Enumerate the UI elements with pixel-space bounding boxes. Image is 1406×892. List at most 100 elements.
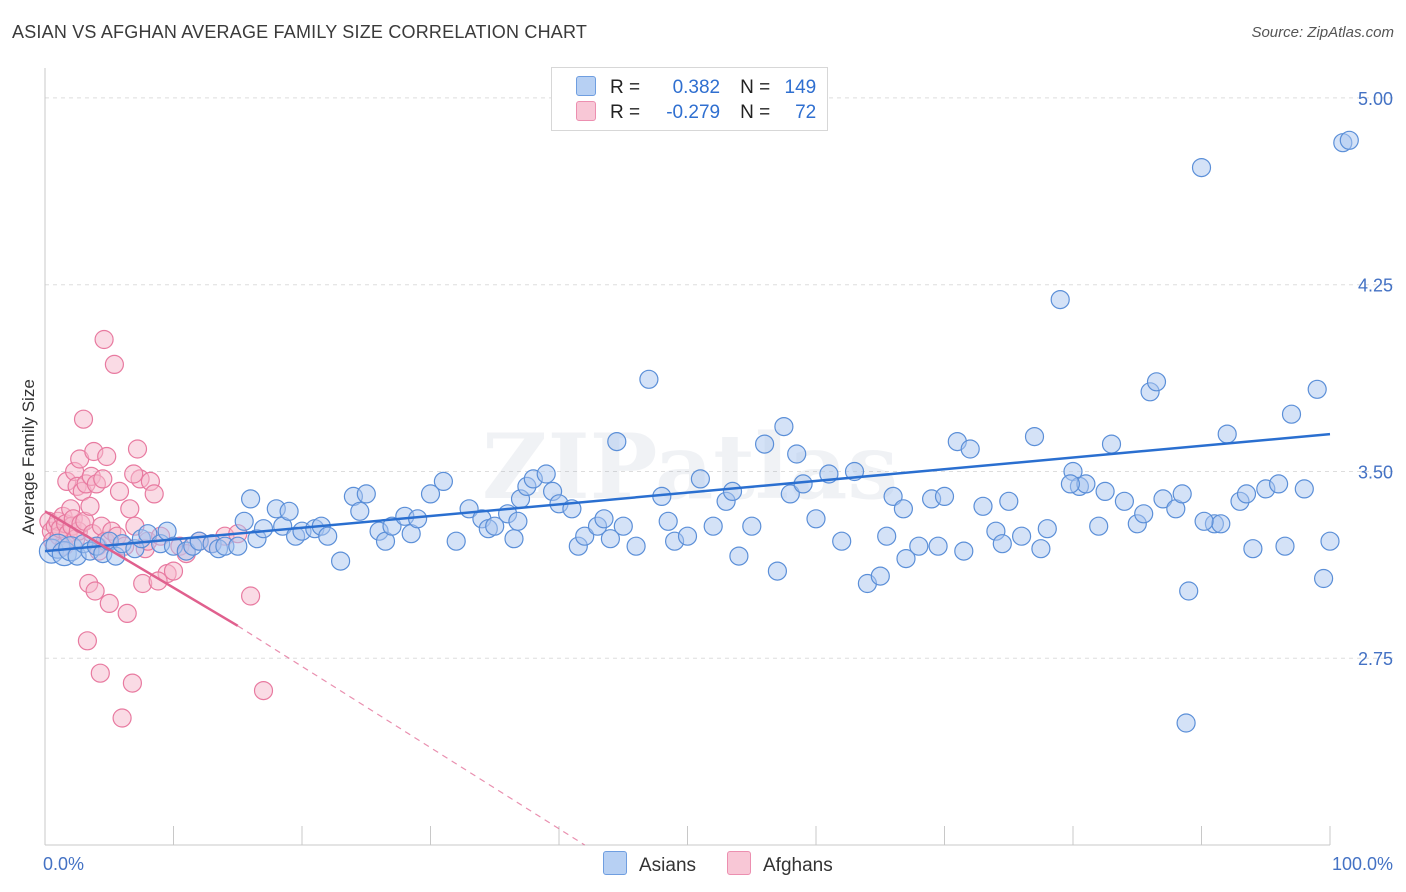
- asian-point: [877, 526, 897, 546]
- asian-swatch: [576, 76, 596, 96]
- asian-point: [1101, 434, 1122, 454]
- afghan-r-label: R =: [610, 102, 641, 123]
- asian-point: [893, 499, 914, 519]
- gridlines: [45, 97, 1393, 659]
- asian-point: [1172, 484, 1192, 504]
- afghans-legend-label: Afghans: [763, 855, 833, 876]
- legend-row-afghans: R = -0.279 N = 72: [576, 101, 816, 127]
- legend-row-asians: R = 0.382 N = 149: [576, 76, 816, 102]
- afghan-point: [93, 469, 113, 489]
- asian-point: [909, 536, 929, 556]
- asian-point: [1194, 511, 1214, 531]
- afghan-point: [163, 561, 184, 581]
- asian-point: [1179, 581, 1199, 601]
- afghan-swatch: [576, 101, 596, 121]
- asian-point: [780, 484, 800, 504]
- asian-point: [774, 417, 794, 437]
- asian-point: [1114, 491, 1135, 511]
- asian-point: [787, 444, 807, 464]
- afghan-trend-extension: [237, 625, 586, 846]
- y-tick-label: 2.75: [1358, 649, 1393, 669]
- asian-r-label: R =: [610, 77, 641, 98]
- asian-point: [1268, 474, 1289, 494]
- legend-item-afghans: Afghans: [727, 851, 833, 877]
- asian-point: [767, 561, 788, 581]
- asian-point: [356, 484, 376, 504]
- afghan-n-value: 72: [795, 102, 817, 123]
- asian-point: [350, 501, 370, 521]
- asian-point: [1024, 427, 1045, 447]
- asian-point: [241, 489, 261, 509]
- y-tick-label: 3.50: [1358, 462, 1393, 482]
- asians-legend-label: Asians: [639, 855, 697, 876]
- asian-point: [607, 432, 627, 452]
- asian-point: [729, 546, 749, 566]
- afghan-point: [127, 439, 148, 459]
- asian-point: [639, 369, 659, 389]
- afghan-point: [122, 673, 142, 693]
- afghan-point: [80, 496, 100, 516]
- asian-point: [600, 529, 621, 549]
- asian-point: [754, 434, 775, 454]
- asian-point: [228, 536, 248, 556]
- asian-point: [832, 531, 852, 551]
- asian-point: [382, 516, 402, 536]
- asian-point: [1191, 158, 1212, 178]
- asian-point: [928, 536, 948, 556]
- asian-point: [1294, 479, 1314, 499]
- asian-point: [331, 551, 351, 571]
- asian-point: [690, 469, 711, 489]
- asian-point: [1011, 526, 1032, 546]
- asian-point: [1320, 531, 1340, 551]
- y-axis-label: Average Family Size: [19, 379, 38, 535]
- afghan-point: [117, 603, 137, 624]
- asian-point: [575, 526, 595, 546]
- asian-point: [1134, 504, 1154, 524]
- asian-n-value: 149: [784, 77, 817, 98]
- afghan-point: [85, 581, 105, 601]
- trend-lines: [44, 432, 1331, 846]
- asian-n-label: N =: [740, 77, 771, 98]
- afghan-point: [124, 464, 144, 484]
- x-tick-label-max: 100.0%: [1332, 854, 1393, 874]
- asian-point: [960, 439, 980, 459]
- asian-point: [999, 491, 1019, 511]
- y-tick-labels: 2.75 3.50 4.25 5.00: [1358, 89, 1393, 669]
- afghan-r-value: -0.279: [666, 102, 721, 123]
- asian-point: [1089, 516, 1109, 536]
- asian-point: [1060, 474, 1081, 494]
- asian-point: [234, 511, 254, 531]
- legend-item-asians: Asians: [603, 851, 696, 877]
- asian-point: [1146, 372, 1167, 392]
- asian-point: [613, 516, 633, 536]
- asian-point: [896, 548, 916, 569]
- asian-point: [318, 526, 338, 546]
- afghan-point: [94, 329, 114, 350]
- afghan-point: [90, 663, 110, 683]
- asian-point: [253, 519, 274, 539]
- chart-title: ASIAN VS AFGHAN AVERAGE FAMILY SIZE CORR…: [12, 22, 588, 42]
- asian-point: [1281, 404, 1302, 424]
- asian-r-value: 0.382: [672, 77, 721, 98]
- asian-point: [420, 484, 441, 504]
- x-tick-label-min: 0.0%: [43, 854, 84, 874]
- asian-point: [536, 464, 556, 484]
- asians-legend-swatch: [603, 851, 627, 875]
- afghan-point: [77, 631, 98, 651]
- afghan-point: [97, 446, 117, 467]
- afghan-point: [73, 409, 94, 429]
- asian-point: [1236, 484, 1257, 504]
- asian-point: [1095, 481, 1115, 501]
- asian-point: [1313, 568, 1334, 589]
- afghan-point: [253, 680, 274, 701]
- asian-point: [1031, 539, 1051, 559]
- afghans-legend-swatch: [727, 851, 751, 875]
- asian-point: [1037, 519, 1057, 539]
- asian-point: [279, 501, 299, 521]
- asian-point: [1211, 514, 1231, 534]
- asian-point: [626, 536, 646, 556]
- asian-point: [954, 541, 974, 561]
- asian-point: [1153, 489, 1173, 509]
- axes: [44, 68, 1331, 846]
